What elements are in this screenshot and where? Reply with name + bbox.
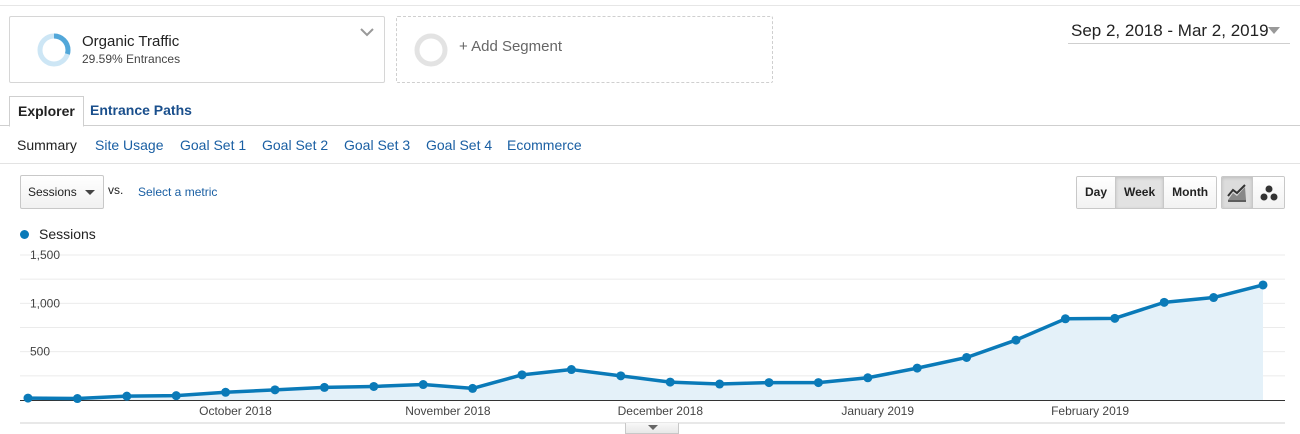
metric-dropdown[interactable]: Sessions [20, 175, 104, 209]
legend-label-sessions: Sessions [39, 226, 96, 242]
period-month-button[interactable]: Month [1164, 177, 1217, 208]
data-point [517, 370, 527, 380]
subnav-ecommerce[interactable]: Ecommerce [507, 137, 582, 153]
data-point [1209, 293, 1219, 303]
caret-down-icon [85, 190, 95, 195]
chevron-down-icon[interactable] [358, 23, 376, 41]
bubble-chart-icon [1260, 185, 1277, 200]
segment-organic-traffic[interactable]: Organic Traffic 29.59% Entrances [9, 16, 385, 83]
data-point [715, 379, 725, 389]
data-point [1159, 297, 1169, 307]
motion-chart-view-button[interactable] [1253, 177, 1284, 208]
tab-entrance-paths[interactable]: Entrance Paths [90, 102, 192, 118]
report-tabs: Explorer Entrance Paths [0, 96, 1300, 127]
data-point [319, 382, 329, 392]
subnav-goal-set-4[interactable]: Goal Set 4 [426, 137, 493, 153]
legend-dot-icon [20, 229, 29, 239]
chart-view-toggle [1221, 176, 1285, 209]
data-point [962, 352, 972, 362]
data-point [863, 373, 873, 383]
data-point [1110, 313, 1120, 323]
data-point [171, 391, 181, 401]
data-point [221, 387, 231, 397]
chart-collapse-handle[interactable] [625, 423, 679, 434]
subnav-goal-set-2[interactable]: Goal Set 2 [262, 137, 329, 153]
subnav-goal-set-1[interactable]: Goal Set 1 [180, 137, 247, 153]
data-point [1258, 280, 1268, 290]
vs-label: vs. [108, 183, 124, 197]
data-point [566, 365, 576, 375]
tab-explorer[interactable]: Explorer [9, 96, 84, 127]
data-point [72, 394, 82, 404]
sessions-area [28, 284, 1263, 400]
date-range-picker[interactable]: Sep 2, 2018 - Mar 2, 2019 [1068, 18, 1290, 44]
select-metric-link[interactable]: Select a metric [138, 185, 218, 199]
subnav-site-usage[interactable]: Site Usage [95, 137, 164, 153]
data-point [369, 381, 379, 391]
x-tick-label: December 2018 [618, 404, 704, 418]
chart-legend: Sessions [20, 226, 96, 242]
add-segment-label: + Add Segment [459, 38, 562, 55]
period-week-button[interactable]: Week [1116, 177, 1165, 208]
line-chart-view-button[interactable] [1222, 177, 1253, 208]
subnav-summary[interactable]: Summary [17, 137, 77, 153]
sessions-chart: 1,500 1,000 500 October 2018 November 2018 De… [0, 248, 1300, 434]
segment-name: Organic Traffic [82, 33, 180, 50]
data-point [418, 380, 428, 390]
segment-ring-icon [37, 33, 71, 67]
x-tick-label: October 2018 [199, 404, 272, 418]
sessions-chart-svg: 1,500 1,000 500 October 2018 November 2018 De… [20, 248, 1285, 424]
data-point [1060, 314, 1070, 324]
period-day-button[interactable]: Day [1077, 177, 1117, 208]
empty-ring-icon [414, 33, 448, 67]
data-point [468, 383, 478, 393]
caret-down-icon [648, 425, 658, 430]
period-toggle: Day Week Month [1076, 176, 1218, 209]
data-point [813, 378, 823, 388]
x-tick-label: January 2019 [841, 404, 914, 418]
data-point [616, 371, 626, 381]
data-point [665, 377, 675, 387]
data-point [764, 378, 774, 388]
data-point [270, 385, 280, 395]
subnav-goal-set-3[interactable]: Goal Set 3 [344, 137, 411, 153]
segment-entrances: 29.59% Entrances [82, 52, 181, 66]
line-chart-icon [1227, 183, 1246, 202]
x-tick-label: November 2018 [405, 404, 491, 418]
y-tick-label: 1,500 [30, 248, 60, 262]
caret-down-icon [1268, 27, 1280, 34]
data-point [1011, 335, 1021, 345]
data-point [122, 391, 132, 401]
y-tick-label: 1,000 [30, 296, 60, 310]
add-segment-button[interactable]: + Add Segment [396, 16, 773, 83]
data-point [23, 393, 33, 403]
y-tick-label: 500 [30, 345, 50, 359]
top-divider [0, 5, 1300, 6]
explorer-subnav: Summary Site Usage Goal Set 1 Goal Set 2… [0, 126, 1300, 164]
sessions-line [27, 283, 1264, 401]
x-tick-label: February 2019 [1051, 404, 1129, 418]
date-range-text: Sep 2, 2018 - Mar 2, 2019 [1071, 20, 1269, 40]
metric-dropdown-value: Sessions [28, 185, 77, 199]
data-point [912, 363, 922, 373]
